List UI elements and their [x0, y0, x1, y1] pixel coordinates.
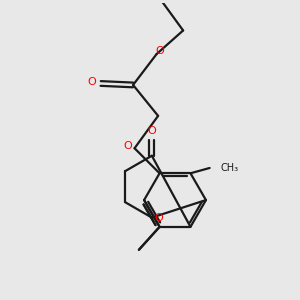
Text: O: O — [155, 213, 164, 223]
Text: CH₃: CH₃ — [221, 163, 239, 173]
Text: O: O — [148, 126, 156, 136]
Text: O: O — [155, 46, 164, 56]
Text: O: O — [124, 141, 132, 151]
Text: O: O — [88, 77, 96, 87]
